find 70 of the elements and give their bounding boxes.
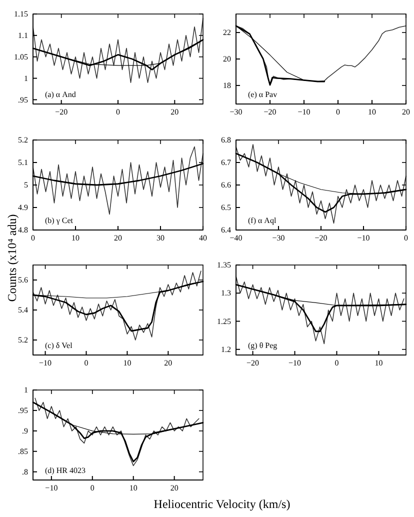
y-tick-label: .95 — [18, 95, 28, 104]
y-tick-label: 18 — [223, 81, 231, 90]
x-tick-label: −20 — [314, 234, 328, 243]
annotation: (d) HR 4023 — [45, 466, 86, 475]
y-axis-title: Counts (x10⁴ adu) — [5, 214, 19, 302]
x-tick-label: 20 — [402, 108, 410, 117]
y-tick-label: 5.4 — [18, 306, 28, 315]
y-tick-label: 5.6 — [18, 276, 28, 285]
y-tick-label: 1.2 — [221, 344, 231, 354]
y-tick-label: 6.6 — [221, 180, 231, 190]
x-tick-label: 10 — [72, 234, 80, 243]
annotation: (e) α Pav — [248, 90, 278, 99]
y-tick-label: 6.4 — [221, 226, 231, 235]
y-tick-label: 4.9 — [18, 203, 28, 212]
y-tick-label: 5.2 — [18, 136, 28, 145]
y-tick-label: 1.05 — [14, 52, 28, 62]
x-tick-label: −20 — [246, 358, 260, 368]
x-tick-label: 20 — [164, 358, 172, 368]
y-tick-label: .85 — [18, 446, 28, 456]
annotation: (c) δ Vel — [45, 341, 74, 350]
y-tick-label: .9 — [22, 426, 28, 436]
annotation: (g) θ Peg — [248, 341, 278, 350]
x-tick-label: 0 — [334, 358, 339, 368]
annotation: (a) α And — [45, 90, 76, 99]
x-tick-label: 20 — [170, 108, 179, 117]
annotation: (f) α Aql — [248, 216, 277, 225]
x-tick-label: −10 — [39, 358, 52, 368]
x-tick-label: 10 — [368, 108, 376, 117]
x-tick-label: −40 — [230, 234, 242, 243]
y-tick-label: 22 — [223, 28, 231, 38]
x-tick-label: 30 — [156, 234, 164, 243]
y-tick-label: 4.8 — [18, 226, 28, 235]
y-tick-label: 6.7 — [221, 158, 231, 168]
y-tick-label: 6.8 — [221, 136, 231, 145]
x-tick-label: 0 — [404, 234, 408, 243]
x-tick-label: 0 — [84, 358, 88, 368]
y-tick-label: 20 — [223, 54, 231, 64]
y-tick-label: 6.5 — [221, 203, 231, 212]
annotation: (b) γ Cet — [45, 216, 74, 225]
x-tick-label: −10 — [288, 358, 302, 368]
y-tick-label: 5.2 — [18, 336, 28, 345]
x-axis-title: Heliocentric Velocity (km/s) — [154, 497, 290, 511]
x-tick-label: −30 — [272, 234, 285, 243]
x-tick-label: −20 — [55, 108, 68, 117]
y-tick-label: .8 — [22, 467, 28, 476]
y-tick-label: 1.1 — [18, 30, 28, 40]
y-tick-label: 1.35 — [217, 260, 231, 270]
x-tick-label: −20 — [264, 108, 276, 117]
y-tick-label: 1.25 — [217, 316, 231, 326]
x-tick-label: 40 — [199, 234, 207, 243]
y-tick-label: 1.15 — [14, 10, 28, 19]
x-tick-label: 10 — [374, 358, 383, 368]
x-tick-label: 20 — [114, 234, 122, 243]
x-tick-label: −10 — [45, 484, 58, 493]
y-tick-label: 5.1 — [18, 158, 28, 168]
x-tick-label: −30 — [230, 108, 242, 117]
y-tick-label: .95 — [18, 406, 28, 416]
y-tick-label: 5 — [24, 180, 28, 190]
x-tick-label: 20 — [170, 484, 178, 493]
y-tick-label: 1.3 — [221, 288, 231, 298]
x-tick-label: 0 — [90, 484, 94, 493]
x-tick-label: −10 — [298, 108, 310, 117]
x-tick-label: −10 — [357, 234, 370, 243]
x-tick-label: 0 — [336, 108, 340, 117]
x-tick-label: 0 — [116, 108, 120, 117]
x-tick-label: 0 — [31, 234, 35, 243]
x-tick-label: 10 — [129, 484, 138, 493]
y-tick-label: 1 — [24, 386, 28, 395]
y-tick-label: 1 — [24, 74, 28, 83]
x-tick-label: 10 — [123, 358, 132, 368]
